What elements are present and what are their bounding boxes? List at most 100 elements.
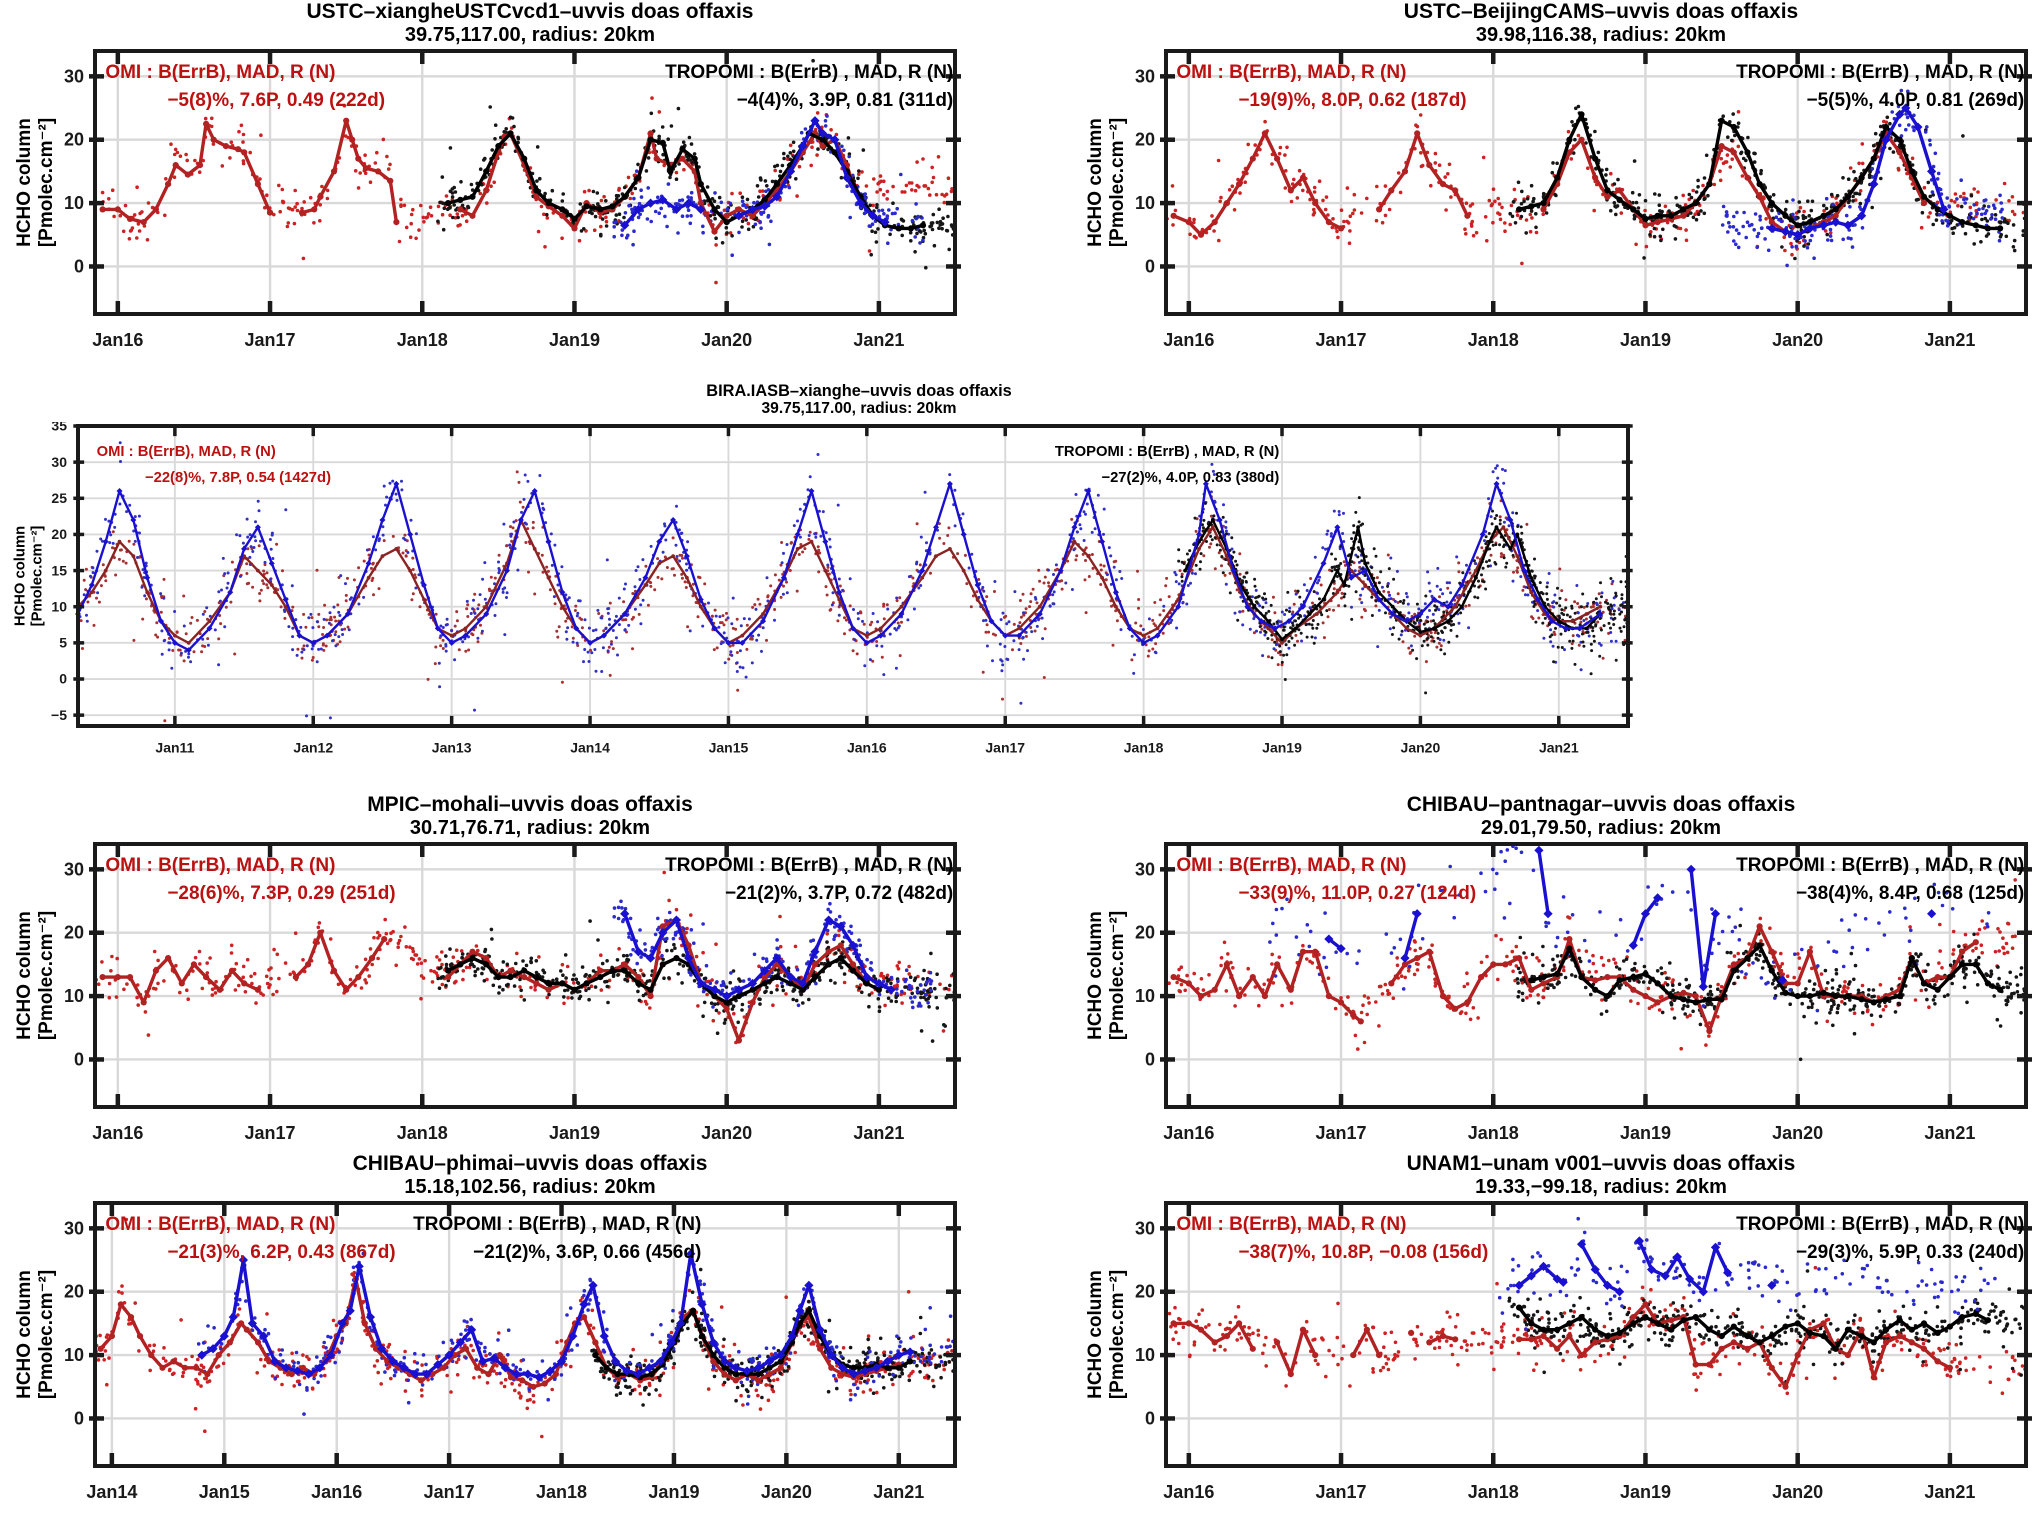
- panel-subtitle: 39.75,117.00, radius: 20km: [761, 400, 957, 418]
- line-ground: [620, 909, 896, 1001]
- panel-header: CHIBAU–phimai–uvvis doas offaxis 15.18,1…: [0, 1152, 965, 1198]
- panel-header: MPIC–mohali–uvvis doas offaxis 30.71,76.…: [0, 793, 965, 839]
- line-ground: [1324, 845, 1937, 992]
- panel-title: UNAM1–unam v001–uvvis doas offaxis: [1406, 1152, 1796, 1175]
- svg-text:Jan18: Jan18: [1468, 330, 1519, 350]
- plot-area: Jan16 Jan17 Jan18 Jan19 Jan20 Jan21 0 10 20 30 HCH…: [1071, 46, 2036, 362]
- panel-title: USTC–BeijingCAMS–uvvis doas offaxis: [1403, 0, 1799, 23]
- tropomi-stats-header: TROPOMI : B(ErrB) , MAD, R (N): [413, 1214, 701, 1235]
- omi-stats-values: −19(9)%, 8.0P, 0.62 (187d): [1238, 90, 1466, 111]
- tropomi-stats-values: −5(5)%, 4.0P, 0.81 (269d): [1807, 90, 2025, 111]
- y-axis-label: HCHO column [Pmolec.cm⁻²]: [1085, 1270, 1128, 1399]
- omi-stats-values: −21(3)%, 6.2P, 0.43 (867d): [167, 1242, 395, 1263]
- line-omi: [1170, 1301, 1953, 1390]
- omi-stats-header: OMI : B(ErrB), MAD, R (N): [1176, 855, 1406, 876]
- omi-stats-header: OMI : B(ErrB), MAD, R (N): [1176, 62, 1406, 83]
- plot-area: Jan14 Jan15 Jan16 Jan17 Jan18 Jan19 Jan20 Jan21…: [0, 1198, 965, 1514]
- grid: [78, 425, 1628, 726]
- chart-panel-p3: BIRA.IASB–xianghe–uvvis doas offaxis 39.…: [0, 382, 1640, 766]
- chart-panel-p2: USTC–BeijingCAMS–uvvis doas offaxis 39.9…: [1071, 0, 2036, 362]
- line-omi: [99, 916, 870, 1044]
- panel-svg: Jan16 Jan17 Jan18 Jan19 Jan20 Jan210102030HCH…: [14, 49, 961, 350]
- y-axis-label: HCHO column [Pmolec.cm⁻²]: [12, 526, 45, 627]
- svg-text:[Pmolec.cm⁻²]: [Pmolec.cm⁻²]: [1107, 118, 1128, 247]
- svg-text:0: 0: [74, 256, 84, 276]
- tropomi-stats-values: −27(2)%, 4.0P, 0.83 (380d): [1101, 470, 1279, 486]
- panel-subtitle: 30.71,76.71, radius: 20km: [409, 816, 651, 839]
- scatter-ground: [1497, 1216, 1997, 1331]
- stats-annotations: OMI : B(ErrB), MAD, R (N) −22(8)%, 7.8P, …: [97, 444, 1280, 486]
- y-axis-label: HCHO column [Pmolec.cm⁻²]: [1085, 911, 1128, 1040]
- svg-text:Jan18: Jan18: [397, 330, 448, 350]
- svg-text:Jan19: Jan19: [1620, 330, 1671, 350]
- x-tick-labels: Jan16 Jan17 Jan18 Jan19 Jan20 Jan21: [92, 1123, 904, 1143]
- omi-stats-values: −5(8)%, 7.6P, 0.49 (222d): [167, 90, 385, 111]
- stats-annotations: OMI : B(ErrB), MAD, R (N) −33(9)%, 11.0P,…: [1176, 855, 2024, 904]
- tropomi-stats-values: −21(2)%, 3.6P, 0.66 (456d): [473, 1242, 701, 1263]
- chart-panel-p6: CHIBAU–phimai–uvvis doas offaxis 15.18,1…: [0, 1152, 965, 1514]
- omi-stats-values: −33(9)%, 11.0P, 0.27 (124d): [1238, 883, 1476, 904]
- y-axis-label: HCHO column [Pmolec.cm⁻²]: [14, 911, 57, 1040]
- line-tropomi: [592, 1307, 914, 1381]
- x-tick-labels: Jan14 Jan15 Jan16 Jan17 Jan18 Jan19 Jan20 Jan21: [86, 1482, 924, 1502]
- svg-text:Jan20: Jan20: [701, 330, 752, 350]
- tropomi-stats-header: TROPOMI : B(ErrB) , MAD, R (N): [1055, 444, 1279, 460]
- svg-text:10: 10: [1135, 193, 1155, 213]
- panel-header: UNAM1–unam v001–uvvis doas offaxis 19.33…: [1071, 1152, 2036, 1198]
- line-ground: [620, 116, 890, 230]
- tropomi-stats-header: TROPOMI : B(ErrB) , MAD, R (N): [1736, 62, 2024, 83]
- axis-frame: [89, 49, 961, 316]
- line-tropomi: [1516, 1304, 1991, 1352]
- svg-text:20: 20: [1135, 130, 1155, 150]
- tropomi-stats-header: TROPOMI : B(ErrB) , MAD, R (N): [665, 62, 953, 83]
- panel-title: CHIBAU–pantnagar–uvvis doas offaxis: [1406, 793, 1796, 816]
- x-tick-labels: Jan16 Jan17 Jan18 Jan19 Jan20 Jan21: [1163, 1482, 1975, 1502]
- panel-title: CHIBAU–phimai–uvvis doas offaxis: [352, 1152, 708, 1175]
- omi-stats-header: OMI : B(ErrB), MAD, R (N): [97, 444, 276, 460]
- stats-annotations: OMI : B(ErrB), MAD, R (N) −5(8)%, 7.6P, 0…: [105, 62, 953, 111]
- axis-frame: [89, 842, 961, 1109]
- tropomi-stats-values: −4(4)%, 3.9P, 0.81 (311d): [737, 90, 954, 111]
- panel-header: CHIBAU–pantnagar–uvvis doas offaxis 29.0…: [1071, 793, 2036, 839]
- plot-area: Jan16 Jan17 Jan18 Jan19 Jan20 Jan21 0 10 20 30 HCH…: [0, 46, 965, 362]
- axis-frame: [73, 424, 1633, 728]
- plot-area: Jan16 Jan17 Jan18 Jan19 Jan20 Jan21 0 10 20 30 HCH…: [1071, 1198, 2036, 1514]
- svg-text:HCHO column: HCHO column: [1085, 118, 1106, 247]
- tropomi-stats-header: TROPOMI : B(ErrB) , MAD, R (N): [665, 855, 953, 876]
- svg-text:Jan17: Jan17: [245, 330, 296, 350]
- panel-header: USTC–BeijingCAMS–uvvis doas offaxis 39.9…: [1071, 0, 2036, 46]
- svg-text:10: 10: [64, 193, 84, 213]
- stats-annotations: OMI : B(ErrB), MAD, R (N) −38(7)%, 10.8P,…: [1176, 1214, 2024, 1263]
- svg-text:Jan20: Jan20: [1772, 330, 1823, 350]
- svg-text:Jan17: Jan17: [1316, 330, 1367, 350]
- stats-annotations: OMI : B(ErrB), MAD, R (N) −28(6)%, 7.3P, …: [105, 855, 953, 904]
- axis-frame: [1160, 1201, 2032, 1468]
- grid: [1166, 1203, 2026, 1466]
- axis-frame: [1160, 49, 2032, 316]
- chart-panel-p5: CHIBAU–pantnagar–uvvis doas offaxis 29.0…: [1071, 793, 2036, 1155]
- panel-title: BIRA.IASB–xianghe–uvvis doas offaxis: [706, 382, 1012, 400]
- grid: [95, 844, 955, 1107]
- line-tropomi: [1528, 942, 2004, 1006]
- line-ground: [1767, 103, 1949, 240]
- tropomi-stats-values: −38(4)%, 8.4P, 0.68 (125d): [1796, 883, 2024, 904]
- panel-svg: Jan16 Jan17 Jan18 Jan19 Jan20 Jan210102030HCH…: [1085, 49, 2032, 350]
- panel-svg: Jan11 Jan12 Jan13 Jan14 Jan15 Jan16 Jan17 Jan18…: [12, 418, 1633, 756]
- omi-stats-values: −28(6)%, 7.3P, 0.29 (251d): [167, 883, 395, 904]
- svg-text:Jan16: Jan16: [92, 330, 143, 350]
- x-tick-labels: Jan16 Jan17 Jan18 Jan19 Jan20 Jan21: [92, 330, 904, 350]
- omi-stats-header: OMI : B(ErrB), MAD, R (N): [105, 855, 335, 876]
- svg-text:Jan21: Jan21: [1924, 330, 1975, 350]
- chart-panel-p1: USTC–xiangheUSTCvcd1–uvvis doas offaxis …: [0, 0, 965, 362]
- omi-stats-header: OMI : B(ErrB), MAD, R (N): [105, 62, 335, 83]
- stats-annotations: OMI : B(ErrB), MAD, R (N) −19(9)%, 8.0P, …: [1176, 62, 2024, 111]
- tropomi-stats-header: TROPOMI : B(ErrB) , MAD, R (N): [1736, 1214, 2024, 1235]
- x-tick-labels: Jan16 Jan17 Jan18 Jan19 Jan20 Jan21: [1163, 1123, 1975, 1143]
- panel-subtitle: 15.18,102.56, radius: 20km: [404, 1175, 656, 1198]
